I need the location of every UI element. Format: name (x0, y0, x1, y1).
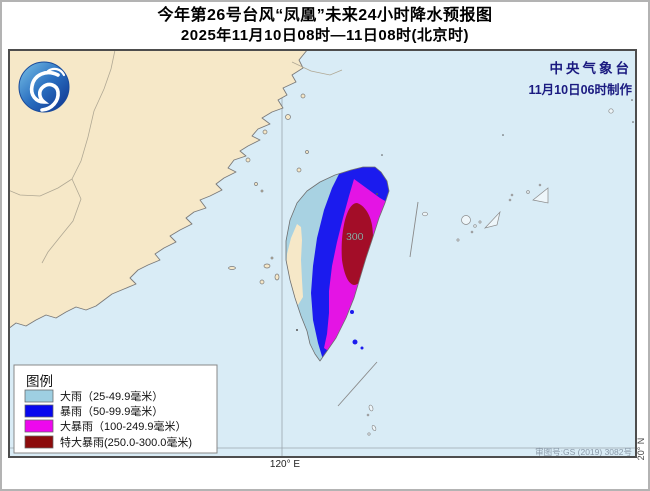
legend: 图例 大雨（25-49.9毫米） 暴雨（50-99.9毫米） 大暴雨（100-2… (13, 364, 218, 454)
map-frame (8, 49, 637, 458)
tiny-islets (296, 99, 634, 331)
legend-swatch-heavy-rainstorm (24, 419, 54, 433)
latitude-tick-label: 20° N (636, 437, 646, 461)
legend-label-extreme-rainstorm: 特大暴雨(250.0-300.0毫米) (60, 435, 192, 449)
legend-label-heavy-rain: 大雨（25-49.9毫米） (60, 389, 163, 403)
offshore-islands (296, 99, 634, 436)
legend-label-heavy-rainstorm: 大暴雨（100-249.9毫米） (60, 419, 187, 433)
cma-logo-icon (18, 61, 70, 113)
legend-row-heavy-rainstorm: 大暴雨（100-249.9毫米） (24, 419, 187, 433)
longitude-tick-label: 120° E (269, 459, 301, 470)
agency-name: 中央气象台 (550, 60, 633, 76)
page-subtitle: 2025年11月10日08时—11日08时(北京时) (180, 27, 470, 44)
legend-swatch-extreme-rainstorm (24, 435, 54, 449)
page-title: 今年第26号台风“凤凰”未来24小时降水预报图 (157, 7, 493, 24)
mainland-china (8, 49, 343, 330)
maritime-boundary-lines (337, 201, 419, 407)
legend-swatch-rainstorm (24, 404, 54, 418)
legend-label-rainstorm: 暴雨（50-99.9毫米） (60, 404, 163, 418)
legend-row-extreme-rainstorm: 特大暴雨(250.0-300.0毫米) (24, 435, 192, 449)
taiwan-coastline (285, 166, 390, 362)
max-rainfall-label: 300 (346, 231, 364, 243)
issue-time: 11月10日06时制作 (528, 82, 632, 97)
legend-row-rainstorm: 暴雨（50-99.9毫米） (24, 404, 163, 418)
legend-row-heavy-rain: 大雨（25-49.9毫米） (24, 389, 163, 403)
title-block: 今年第26号台风“凤凰”未来24小时降水预报图 2025年11月10日08时—1… (0, 6, 650, 45)
rain-covered-islets (350, 310, 364, 350)
mainland-landmass (8, 49, 309, 330)
coastal-islands (228, 93, 309, 285)
map-approval-number: 审图号:GS (2019) 3082号 (535, 447, 632, 457)
map-canvas: 300 (8, 49, 637, 458)
legend-title: 图例 (26, 374, 53, 389)
legend-swatch-heavy-rain (24, 389, 54, 403)
province-boundaries (8, 49, 343, 264)
